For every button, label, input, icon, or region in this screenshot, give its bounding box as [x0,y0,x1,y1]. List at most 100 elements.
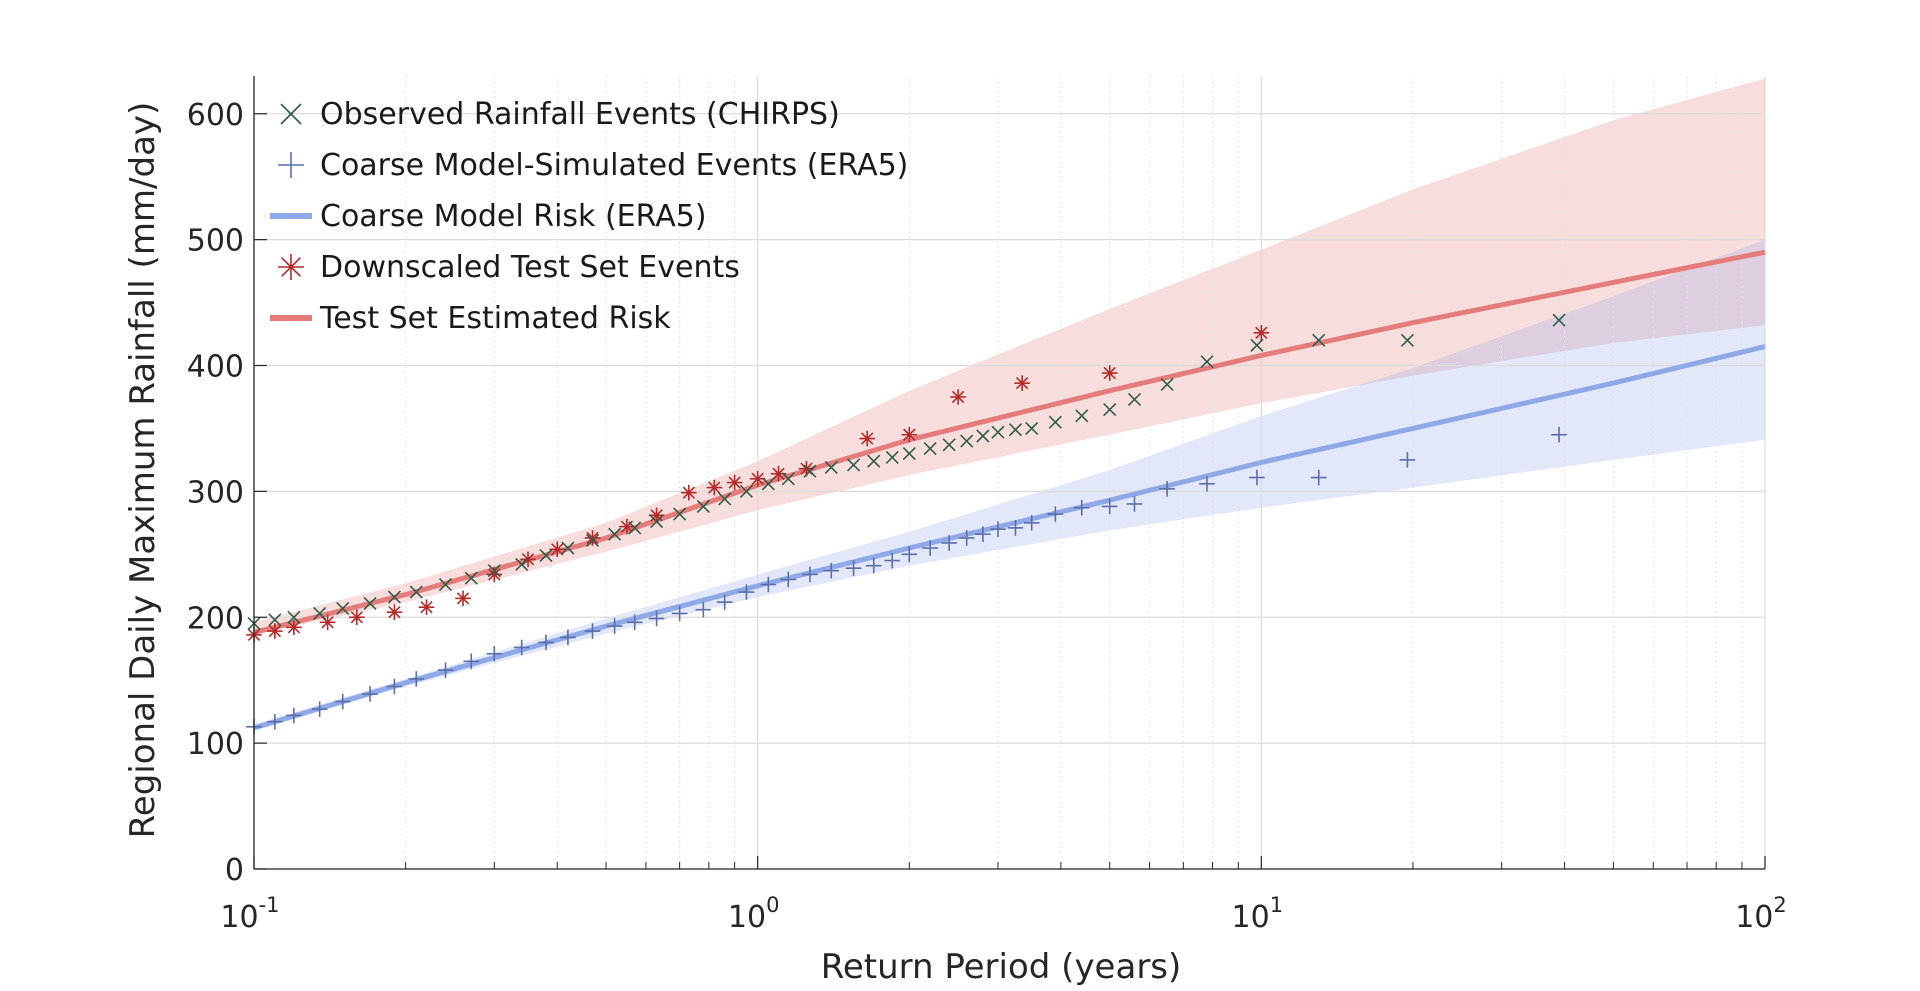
x-axis-label: Return Period (years) [821,947,1182,987]
y-axis-label: Regional Daily Maximum Rainfall (mm/day) [123,102,163,839]
x-tick-label: 100 [728,893,780,935]
legend-item[interactable]: Coarse Model-Simulated Events (ERA5) [278,148,908,183]
y-tick-label: 500 [187,224,244,259]
observed-event-point [885,450,899,464]
observed-event-point [718,492,732,506]
observed-event-point [336,601,350,616]
downscaled-event-point [520,551,536,568]
confidence-band-test-set-estimated-risk [254,78,1765,635]
legend-item[interactable]: Downscaled Test Set Events [278,250,740,285]
coarse-model-event-point [1551,426,1567,443]
legend-swatch-marker [280,103,302,125]
coarse-model-event-point [1310,469,1327,486]
coarse-model-event-point [922,540,938,556]
downscaled-event-point [1101,365,1118,381]
coarse-model-event-point [1101,498,1118,515]
coarse-model-event-point [560,629,576,646]
coarse-model-event-point [845,560,862,576]
coarse-model-event-point [1159,481,1175,497]
coarse-model-event-point [408,671,425,687]
downscaled-event-point [286,619,302,636]
downscaled-event-point [726,474,743,491]
observed-event-point [846,458,861,472]
legend-item[interactable]: Observed Rainfall Events (CHIRPS) [280,97,840,132]
x-tick-label: 10-1 [220,893,279,935]
coarse-model-event-point [386,678,403,695]
coarse-model-event-point [1023,515,1040,531]
legend-label: Observed Rainfall Events (CHIRPS) [320,97,840,132]
downscaled-event-point [1253,324,1270,341]
coarse-model-event-point [311,701,328,717]
coarse-model-event-point [437,662,454,678]
observed-event-point [539,549,553,563]
coarse-model-event-point [1199,476,1215,492]
y-tick-label: 0 [225,853,244,888]
x-tick-label: 102 [1735,893,1787,935]
risk-line-coarse-model-risk-era5- [253,344,1766,731]
legend-swatch-marker [278,254,304,280]
risk-lines [253,249,1766,731]
coarse-model-event-point [1126,496,1143,512]
coarse-model-event-point [362,686,378,702]
coarse-model-event-point [958,530,975,546]
observed-event-point [1160,377,1174,391]
y-tick-label: 300 [187,475,244,510]
observed-event-point [1048,415,1062,429]
downscaled-event-point [319,614,336,631]
downscaled-event-point [349,609,365,626]
coarse-model-event-point [671,605,688,622]
observed-event-point [781,472,795,486]
coarse-model-event-point [990,521,1006,537]
coarse-model-event-point [463,653,480,670]
observed-event-point [824,460,838,475]
observed-event-point [515,557,529,571]
coarse-model-event-point [334,693,351,710]
downscaled-event-point [267,623,283,639]
observed-event-point [1552,313,1566,327]
coarse-model-event-point [626,614,643,631]
coarse-model-event-point [538,634,554,651]
observed-event-point [287,610,301,624]
legend-item[interactable]: Test Set Estimated Risk [270,301,671,336]
observed-event-point [268,613,282,627]
coarse-model-event-point [606,618,623,634]
downscaled-event-point [859,430,876,447]
legend-item[interactable]: Coarse Model Risk (ERA5) [270,199,707,234]
y-tick-label: 200 [187,601,244,636]
legend[interactable]: Observed Rainfall Events (CHIRPS) Coarse … [270,97,908,336]
coarse-model-event-point [901,546,918,563]
coarse-model-event-point [1047,506,1064,522]
observed-event-point [438,577,453,592]
downscaled-event-point [749,470,766,487]
observed-event-point [1250,338,1264,352]
observed-event-point [867,454,881,468]
downscaled-event-point [549,541,566,558]
downscaled-event-point [681,484,697,501]
legend-swatch-marker [278,152,304,178]
downscaled-event-point [486,566,503,583]
observed-event-point [628,521,642,535]
observed-event-point [650,515,664,529]
observed-event-point [464,571,478,585]
observed-event-point [923,442,937,456]
coarse-model-event-point [1249,469,1265,486]
legend-label: Downscaled Test Set Events [320,250,740,285]
observed-event-point [673,507,687,521]
observed-event-point [1103,402,1117,417]
downscaled-event-point [901,426,918,443]
downscaled-event-point [584,530,601,546]
observed-event-point [696,499,710,514]
coarse-model-event-point [884,552,901,569]
coarse-model-event-point [1073,499,1090,516]
coarse-model-event-point [865,557,882,574]
observed-event-point [976,429,990,443]
coarse-model-event-point [1007,520,1024,536]
observed-event-point [585,533,600,548]
observed-event-point [363,596,377,610]
legend-label: Coarse Model-Simulated Events (ERA5) [320,148,908,183]
coarse-model-event-point [941,535,957,551]
coarse-model-event-point [1399,452,1416,468]
observed-event-point [1008,423,1023,437]
observed-event-point [1025,421,1039,436]
coarse-model-event-point [823,562,840,579]
